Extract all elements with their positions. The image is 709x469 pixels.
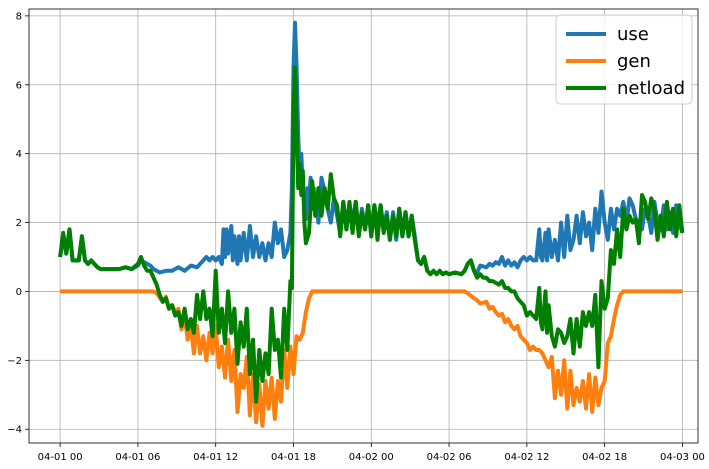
series-group [58,20,685,428]
x-tick-label: 04-01 12 [193,452,238,463]
x-tick-label: 04-03 00 [660,452,705,463]
y-tick-label: −4 [7,425,22,436]
x-tick-label: 04-02 12 [504,452,549,463]
x-tick-label: 04-02 06 [427,452,472,463]
x-tick-label: 04-01 18 [271,452,316,463]
legend-label-gen: gen [617,51,651,72]
legend: use gen netload [555,14,693,105]
x-axis: 04-01 00 04-01 06 04-01 12 04-01 18 04-02 00… [38,443,705,463]
x-tick-label: 04-02 18 [582,452,627,463]
y-tick-label: 0 [16,287,22,298]
y-tick-label: 2 [16,218,22,229]
y-tick-label: 4 [16,149,22,160]
y-tick-label: 6 [16,80,22,91]
series-line-gen [60,289,683,428]
legend-label-netload: netload [617,78,685,99]
y-axis: −4 −2 0 2 4 6 8 [7,11,29,436]
series-line-netload [58,65,685,404]
legend-label-use: use [617,24,649,45]
y-tick-label: 8 [16,11,22,22]
x-tick-label: 04-01 06 [115,452,160,463]
legend-box [555,14,693,105]
x-tick-label: 04-01 00 [38,452,83,463]
y-tick-label: −2 [7,356,22,367]
plot-area-frame [28,8,699,444]
x-tick-label: 04-02 00 [349,452,394,463]
